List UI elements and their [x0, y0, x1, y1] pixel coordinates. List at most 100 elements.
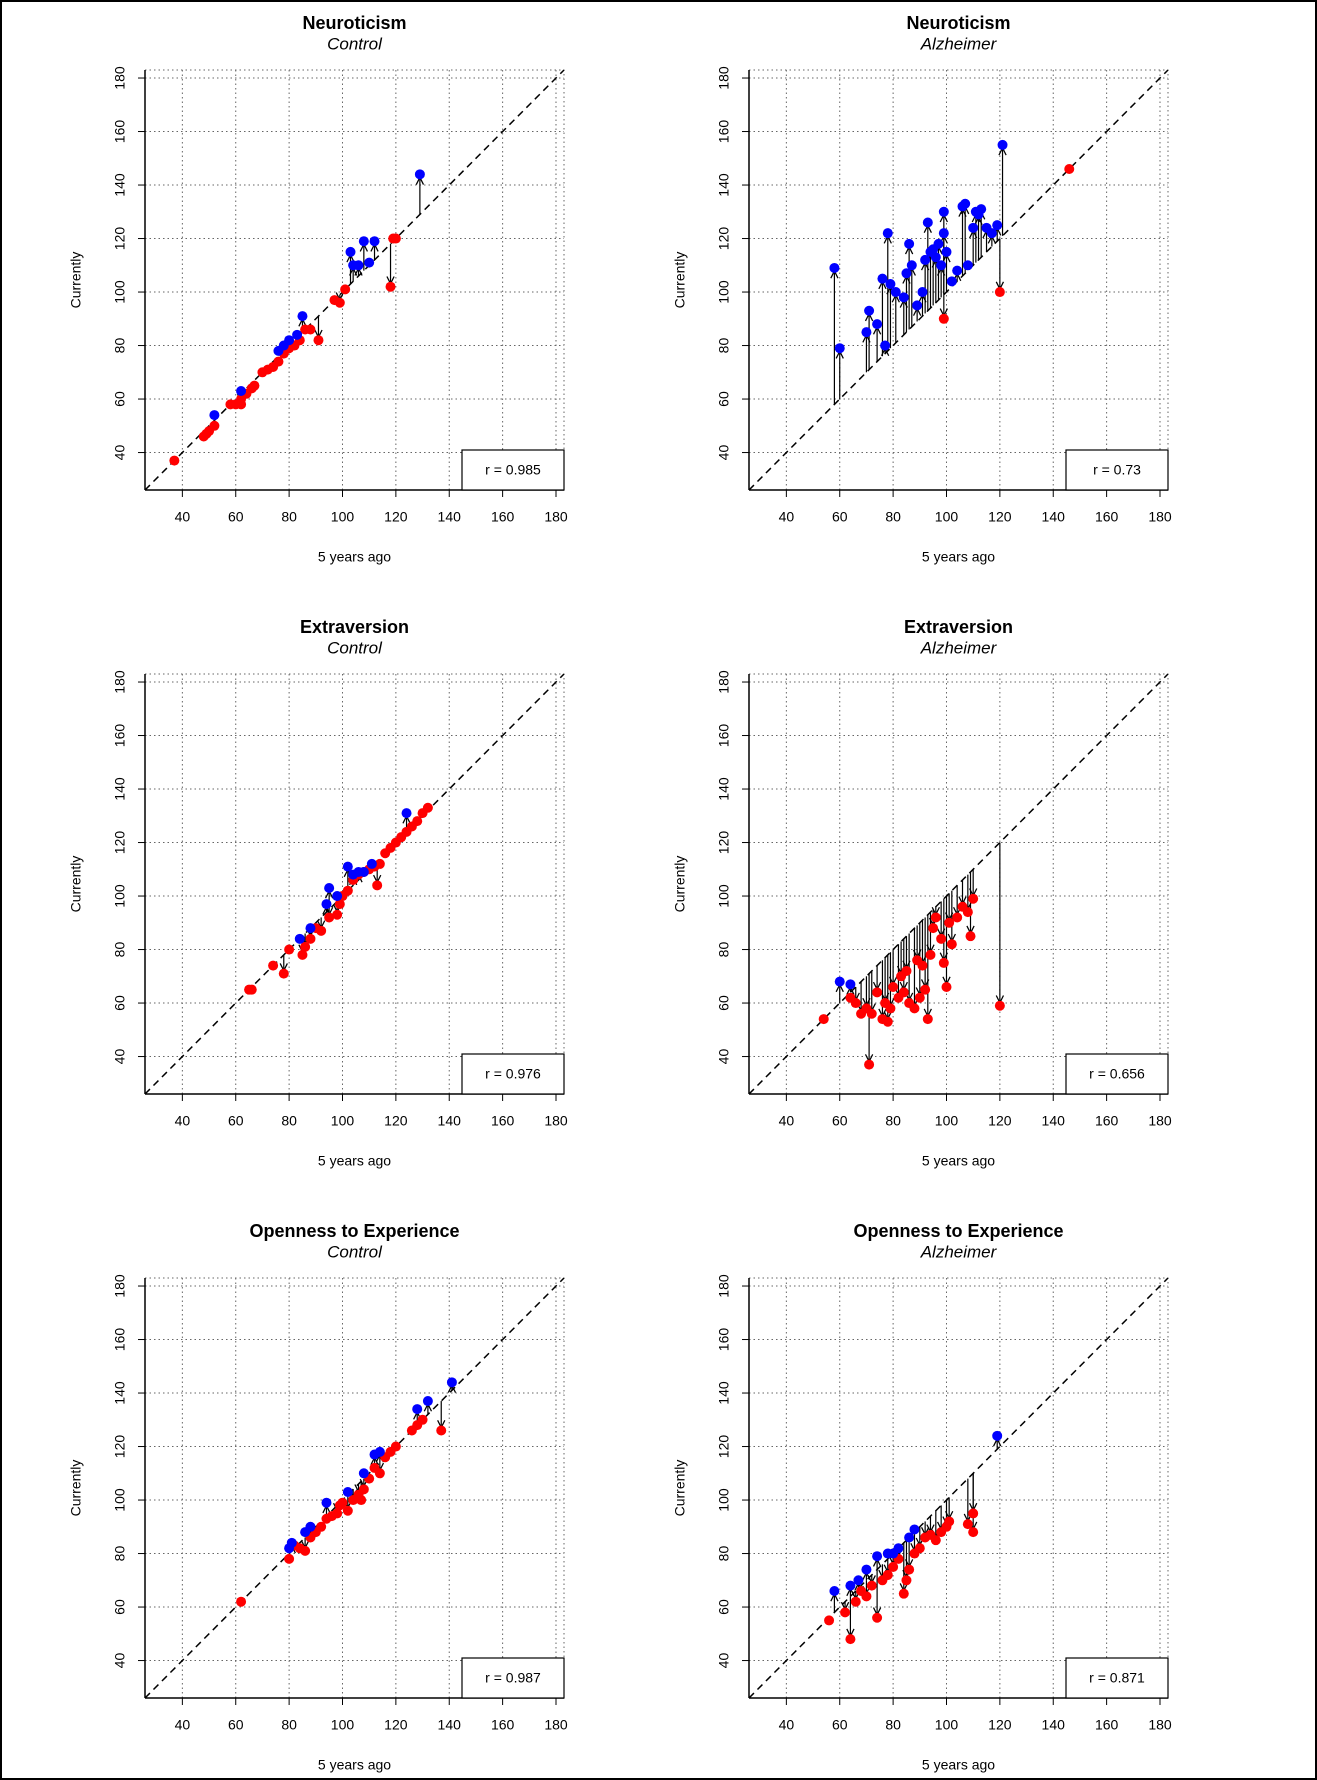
point [872, 1551, 883, 1562]
y-tick-label: 120 [112, 227, 128, 251]
point [997, 139, 1008, 150]
x-tick-label: 140 [438, 509, 462, 525]
x-tick-label: 100 [331, 509, 355, 525]
y-tick-label: 120 [112, 831, 128, 855]
point [236, 1596, 247, 1607]
point [864, 305, 875, 316]
point [941, 246, 952, 257]
point [340, 284, 351, 295]
point [962, 260, 973, 271]
point [305, 933, 316, 944]
x-tick-label: 60 [832, 509, 848, 525]
point [332, 891, 343, 902]
panel-subtitle: Alzheimer [920, 1242, 998, 1261]
point [885, 279, 896, 290]
x-tick-label: 120 [384, 509, 408, 525]
x-axis-label: 5 years ago [318, 1757, 391, 1773]
x-tick-label: 140 [1042, 1113, 1066, 1129]
x-axis-label: 5 years ago [922, 549, 995, 565]
y-tick-label: 180 [716, 670, 732, 694]
annotation: r = 0.987 [485, 1670, 541, 1686]
point [294, 933, 305, 944]
point [933, 238, 944, 249]
point [866, 1008, 877, 1019]
x-tick-label: 160 [1095, 1113, 1119, 1129]
x-tick-label: 180 [1148, 1113, 1172, 1129]
x-tick-label: 180 [1148, 1717, 1172, 1733]
point [944, 1516, 955, 1527]
x-tick-label: 140 [438, 1113, 462, 1129]
x-tick-label: 60 [228, 1717, 244, 1733]
y-tick-label: 160 [112, 120, 128, 144]
y-tick-label: 100 [112, 280, 128, 304]
point [246, 984, 257, 995]
point [850, 1596, 861, 1607]
x-tick-label: 60 [832, 1717, 848, 1733]
y-tick-label: 100 [112, 884, 128, 908]
point [872, 1612, 883, 1623]
y-tick-label: 80 [716, 1546, 732, 1562]
x-tick-label: 60 [228, 509, 244, 525]
y-tick-label: 100 [716, 1488, 732, 1512]
point [962, 1519, 973, 1530]
annotation-box [1065, 1053, 1169, 1095]
point [358, 1468, 369, 1479]
annotation: r = 0.976 [485, 1066, 541, 1082]
y-tick-label: 60 [716, 391, 732, 407]
point [938, 206, 949, 217]
point [818, 1014, 829, 1025]
identity-line [748, 673, 1169, 1095]
point [930, 1535, 941, 1546]
point [332, 1508, 343, 1519]
y-tick-label: 140 [112, 173, 128, 197]
y-tick-label: 100 [716, 884, 732, 908]
x-tick-label: 80 [281, 509, 297, 525]
y-tick-label: 180 [112, 66, 128, 90]
panel-subtitle: Control [327, 638, 383, 657]
point [901, 965, 912, 976]
panel-subtitle: Control [327, 34, 383, 53]
point [313, 335, 324, 346]
annotation-box [461, 1657, 565, 1699]
point [909, 1003, 920, 1014]
point [417, 1414, 428, 1425]
annotation: r = 0.656 [1089, 1066, 1145, 1082]
point [305, 1521, 316, 1532]
y-tick-label: 80 [112, 1546, 128, 1562]
point [888, 1561, 899, 1572]
point [297, 311, 308, 322]
point [938, 957, 949, 968]
point [898, 1588, 909, 1599]
point [946, 276, 957, 287]
point [845, 1580, 856, 1591]
point [1064, 163, 1075, 174]
point [268, 960, 279, 971]
y-axis-label: Currently [68, 252, 84, 309]
x-tick-label: 160 [1095, 509, 1119, 525]
point [850, 998, 861, 1009]
point [342, 1505, 353, 1516]
y-tick-label: 80 [716, 942, 732, 958]
y-tick-label: 80 [716, 338, 732, 354]
x-tick-label: 100 [331, 1717, 355, 1733]
point [920, 984, 931, 995]
x-tick-label: 40 [779, 1717, 795, 1733]
point [358, 236, 369, 247]
x-tick-label: 140 [1042, 1717, 1066, 1733]
point [960, 198, 971, 209]
annotation-box [461, 1053, 565, 1095]
point [324, 912, 335, 923]
y-tick-label: 40 [112, 1653, 128, 1669]
point [944, 917, 955, 928]
panel-title: Openness to Experience [853, 1221, 1063, 1241]
point [853, 1575, 864, 1586]
y-tick-label: 80 [112, 338, 128, 354]
x-tick-label: 40 [175, 1717, 191, 1733]
annotation-box [1065, 449, 1169, 491]
x-tick-label: 160 [491, 1717, 515, 1733]
y-axis-label: Currently [672, 252, 688, 309]
